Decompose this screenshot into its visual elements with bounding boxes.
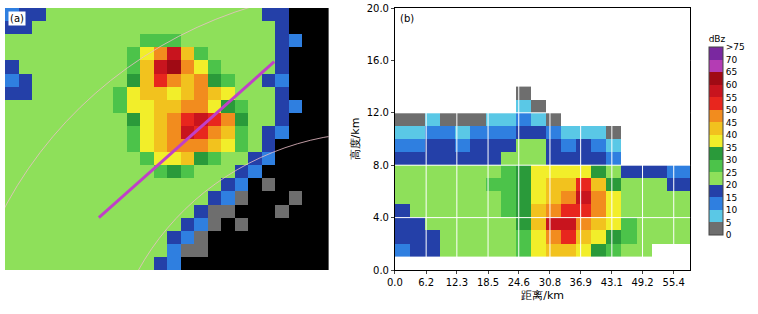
svg-text:35: 35 (726, 143, 737, 153)
svg-text:(b): (b) (400, 13, 414, 24)
svg-text:43.1: 43.1 (601, 277, 623, 288)
svg-text:24.6: 24.6 (508, 277, 530, 288)
svg-text:20.0: 20.0 (367, 3, 389, 14)
svg-text:4.0: 4.0 (373, 212, 389, 223)
svg-text:55.4: 55.4 (663, 277, 685, 288)
svg-text:12.0: 12.0 (367, 107, 389, 118)
svg-text:65: 65 (726, 67, 737, 77)
svg-text:55: 55 (726, 93, 737, 103)
svg-text:dBz: dBz (709, 34, 726, 44)
svg-text:70: 70 (726, 55, 738, 65)
svg-text:20: 20 (726, 180, 738, 190)
svg-text:6.2: 6.2 (418, 277, 434, 288)
svg-text:36.9: 36.9 (570, 277, 592, 288)
svg-text:40: 40 (726, 130, 738, 140)
svg-text:25: 25 (726, 168, 737, 178)
svg-text:30: 30 (726, 155, 738, 165)
svg-text:50: 50 (726, 105, 738, 115)
svg-text:0: 0 (726, 230, 732, 240)
svg-text:10: 10 (726, 205, 738, 215)
svg-text:16.0: 16.0 (367, 55, 389, 66)
svg-text:距离/km: 距离/km (521, 289, 564, 302)
svg-text:8.0: 8.0 (373, 160, 389, 171)
svg-text:12.3: 12.3 (446, 277, 468, 288)
svg-text:>75: >75 (726, 42, 745, 52)
svg-text:高度/km: 高度/km (349, 118, 362, 161)
svg-text:5: 5 (726, 218, 732, 228)
svg-text:15: 15 (726, 193, 737, 203)
svg-text:60: 60 (726, 80, 738, 90)
svg-text:49.2: 49.2 (631, 277, 653, 288)
svg-text:(a): (a) (10, 13, 24, 24)
svg-text:0.0: 0.0 (387, 277, 403, 288)
svg-text:30.8: 30.8 (539, 277, 561, 288)
svg-text:45: 45 (726, 118, 737, 128)
svg-text:0.0: 0.0 (373, 265, 389, 276)
svg-text:18.5: 18.5 (477, 277, 499, 288)
